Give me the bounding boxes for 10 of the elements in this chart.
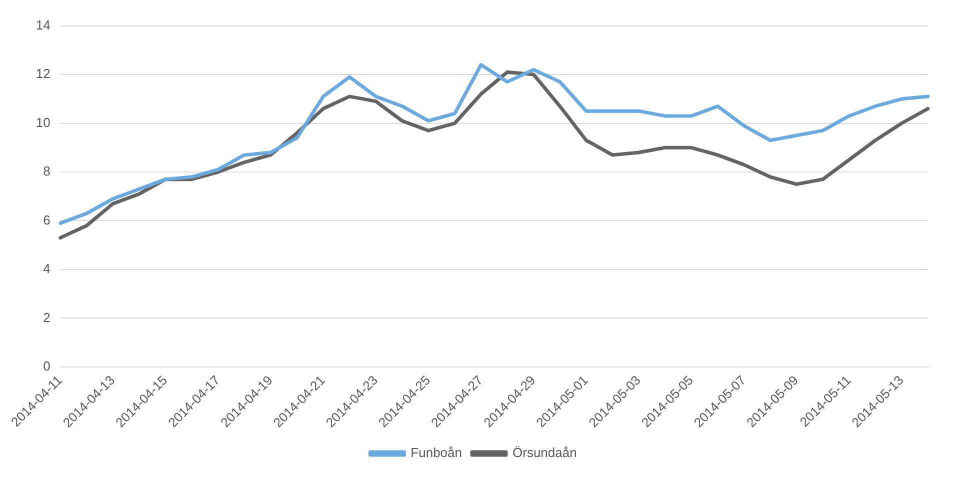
legend-label: Funboån xyxy=(410,445,462,460)
y-tick-label: 14 xyxy=(36,17,50,32)
legend-label: Örsundaån xyxy=(512,445,577,460)
y-tick-label: 6 xyxy=(43,212,50,228)
y-tick-label: 8 xyxy=(43,164,50,179)
y-tick-label: 2 xyxy=(43,310,50,325)
y-tick-label: 12 xyxy=(36,66,50,82)
y-tick-label: 4 xyxy=(43,261,50,276)
y-tick-label: 10 xyxy=(36,114,50,130)
y-tick-label: 0 xyxy=(43,358,50,374)
